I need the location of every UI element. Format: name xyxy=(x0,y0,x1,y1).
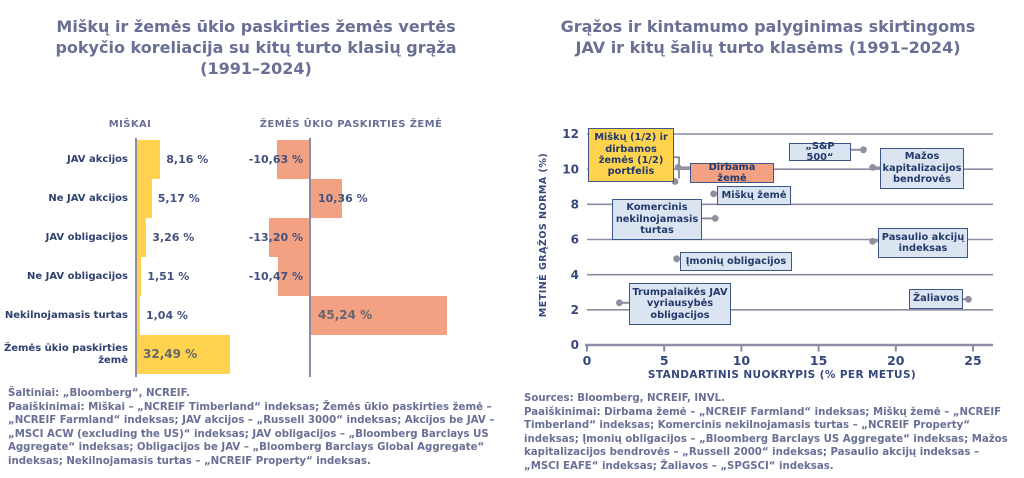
connector-misku-dirbamos-portfelis xyxy=(674,156,680,179)
left-footnote: Šaltiniai: „Bloomberg“, NCREIF. Paaiškin… xyxy=(8,387,506,468)
miskai-bar xyxy=(137,335,230,374)
category-label: Žemės ūkio paskirties žemė xyxy=(3,342,128,366)
category-label: Nekilnojamasis turtas xyxy=(4,309,128,321)
label-box-imoniu-obligacijos: Įmonių obligacijos xyxy=(680,252,792,271)
y-axis-title: METINĖ GRĄŽOS NORMA (%) xyxy=(538,152,549,318)
zemes-ukio-bar xyxy=(277,140,309,179)
data-point-mazos-kapitalizacijos-bendroves xyxy=(869,164,876,171)
label-box-text: Miškų (1/2) ir dirbamos žemės (1/2) port… xyxy=(594,132,668,178)
left-panel-correlation: Miškų ir žemės ūkio paskirties žemės ver… xyxy=(0,0,512,468)
label-box-zaliavos: Žaliavos xyxy=(909,289,963,309)
data-point-imoniu-obligacijos xyxy=(673,255,680,263)
data-point-sp500 xyxy=(860,146,867,154)
label-box-komercinis-nekilnojamasis-turtas: Komercinis nekilnojamasis turtas xyxy=(612,199,702,240)
right-source-line: Sources: Bloomberg, NCREIF, INVL. xyxy=(524,393,725,404)
data-point-zaliavos xyxy=(965,295,972,303)
y-tick-label: 12 xyxy=(562,127,579,141)
label-box-pasaulio-akciju-indeksas: Pasaulio akcijų indeksas xyxy=(878,228,968,258)
column-header-miskai: MIŠKAI xyxy=(108,119,152,130)
left-chart-title: Miškų ir žemės ūkio paskirties žemės ver… xyxy=(55,17,457,79)
miskai-bar xyxy=(137,296,140,335)
y-tick-label: 6 xyxy=(571,233,579,247)
category-label: JAV akcijos xyxy=(66,153,128,165)
y-tick-label: 8 xyxy=(571,198,579,212)
category-label: JAV obligacijos xyxy=(45,231,128,243)
data-point-komercinis-nekilnojamasis-turtas xyxy=(711,215,719,222)
data-point-misku-zeme xyxy=(710,190,717,198)
label-box-text: „S&P 500“ xyxy=(805,140,835,163)
x-tick-label: 0 xyxy=(583,353,592,368)
miskai-value-label: 8,16 % xyxy=(166,153,209,166)
right-footnote: Sources: Bloomberg, NCREIF, INVL. Paaišk… xyxy=(524,392,1018,473)
zemes-ukio-value-label: -10,47 % xyxy=(248,270,303,283)
y-tick-label: 0 xyxy=(571,338,579,352)
miskai-bar xyxy=(137,179,152,218)
risk-return-scatter-chart: 0 2 4 6 8 10 12 0 5 10 15 20 25 METINĖ GRĄŽOS NORMA … xyxy=(512,116,1024,388)
label-box-text: Dirbama žemė xyxy=(708,161,756,184)
miskai-value-label: 1,51 % xyxy=(147,270,190,283)
data-point-pasaulio-akciju-indeksas xyxy=(869,237,876,245)
column-header-zemes-ukio: ŽEMĖS ŪKIO PASKIRTIES ŽEMĖ xyxy=(259,119,443,130)
x-tick-label: 5 xyxy=(660,353,669,368)
label-box-text: Įmonių obligacijos xyxy=(685,255,787,267)
zemes-ukio-bar xyxy=(311,296,447,335)
x-tick-label: 10 xyxy=(733,353,751,368)
label-box-dirbama-zeme: Dirbama žemė xyxy=(690,161,774,184)
zemes-ukio-bar xyxy=(311,179,343,218)
miskai-value-label: 5,17 % xyxy=(157,192,200,205)
label-box-text: Mažos kapitalizacijos bendrovės xyxy=(882,151,962,186)
label-box-misku-zeme: Miškų žemė xyxy=(717,186,791,205)
zemes-ukio-bar xyxy=(277,257,309,296)
miskai-value-label: 1,04 % xyxy=(145,309,188,322)
x-axis-title: STANDARTINIS NUOKRYPIS (% PER METUS) xyxy=(647,369,917,381)
correlation-bar-chart: JAV akcijos 8,16 % -10,63 % Ne JAV akcijos 5… xyxy=(0,0,512,390)
label-box-misku-dirbamos-portfelis: Miškų (1/2) ir dirbamos žemės (1/2) port… xyxy=(588,128,674,182)
bar-chart-axis-1 xyxy=(135,138,137,377)
zemes-ukio-value-label: 45,24 % xyxy=(318,308,373,322)
x-tick-label: 15 xyxy=(810,353,827,368)
right-footnote-text: Paaiškinimai: Dirbama žemė – „NCREIF Far… xyxy=(524,406,1008,472)
label-box-text: Žaliavos xyxy=(913,293,959,305)
y-tick-label: 10 xyxy=(562,162,579,176)
label-box-text: Pasaulio akcijų indeksas xyxy=(881,231,965,254)
y-tick-label: 4 xyxy=(571,268,579,282)
zemes-ukio-bar xyxy=(269,218,309,257)
data-point-dirbama-zeme xyxy=(674,164,682,171)
bar-chart-axis-2 xyxy=(309,138,311,377)
right-chart-title: Grąžos ir kintamumo palyginimas skirting… xyxy=(560,17,976,58)
data-point-trumpalaikes-jav-vyriausybes-obligacijos xyxy=(616,299,623,307)
y-tick-label: 2 xyxy=(571,303,579,317)
left-footnote-text: Paaiškinimai: Miškai – „NCREIF Timberlan… xyxy=(8,401,495,467)
zemes-ukio-value-label: 10,36 % xyxy=(318,192,368,205)
category-label: Ne JAV obligacijos xyxy=(26,270,128,282)
label-box-text: Miškų žemė xyxy=(721,189,787,201)
category-label: Ne JAV akcijos xyxy=(48,192,128,204)
zemes-ukio-value-label: -13,20 % xyxy=(248,231,303,244)
miskai-value-label: 3,26 % xyxy=(152,231,195,244)
label-box-trumpalaikes-jav-vyriausybes-obligacijos: Trumpalaikės JAV vyriausybės obligacijos xyxy=(629,283,731,325)
left-source-line: Šaltiniai: „Bloomberg“, NCREIF. xyxy=(8,388,190,399)
label-box-sp500: „S&P 500“ xyxy=(789,140,851,163)
label-box-text: Komercinis nekilnojamasis turtas xyxy=(615,202,699,237)
miskai-bar xyxy=(137,140,161,179)
label-box-mazos-kapitalizacijos-bendroves: Mažos kapitalizacijos bendrovės xyxy=(880,148,964,189)
x-tick-label: 25 xyxy=(964,353,981,368)
x-tick-label: 20 xyxy=(887,353,905,368)
miskai-bar xyxy=(137,257,142,296)
miskai-value-label: 32,49 % xyxy=(143,347,198,361)
right-panel-risk-return: Grąžos ir kintamumo palyginimas skirting… xyxy=(512,0,1024,478)
miskai-bar xyxy=(137,218,147,257)
label-box-text: Trumpalaikės JAV vyriausybės obligacijos xyxy=(632,286,728,321)
zemes-ukio-value-label: -10,63 % xyxy=(248,153,303,166)
